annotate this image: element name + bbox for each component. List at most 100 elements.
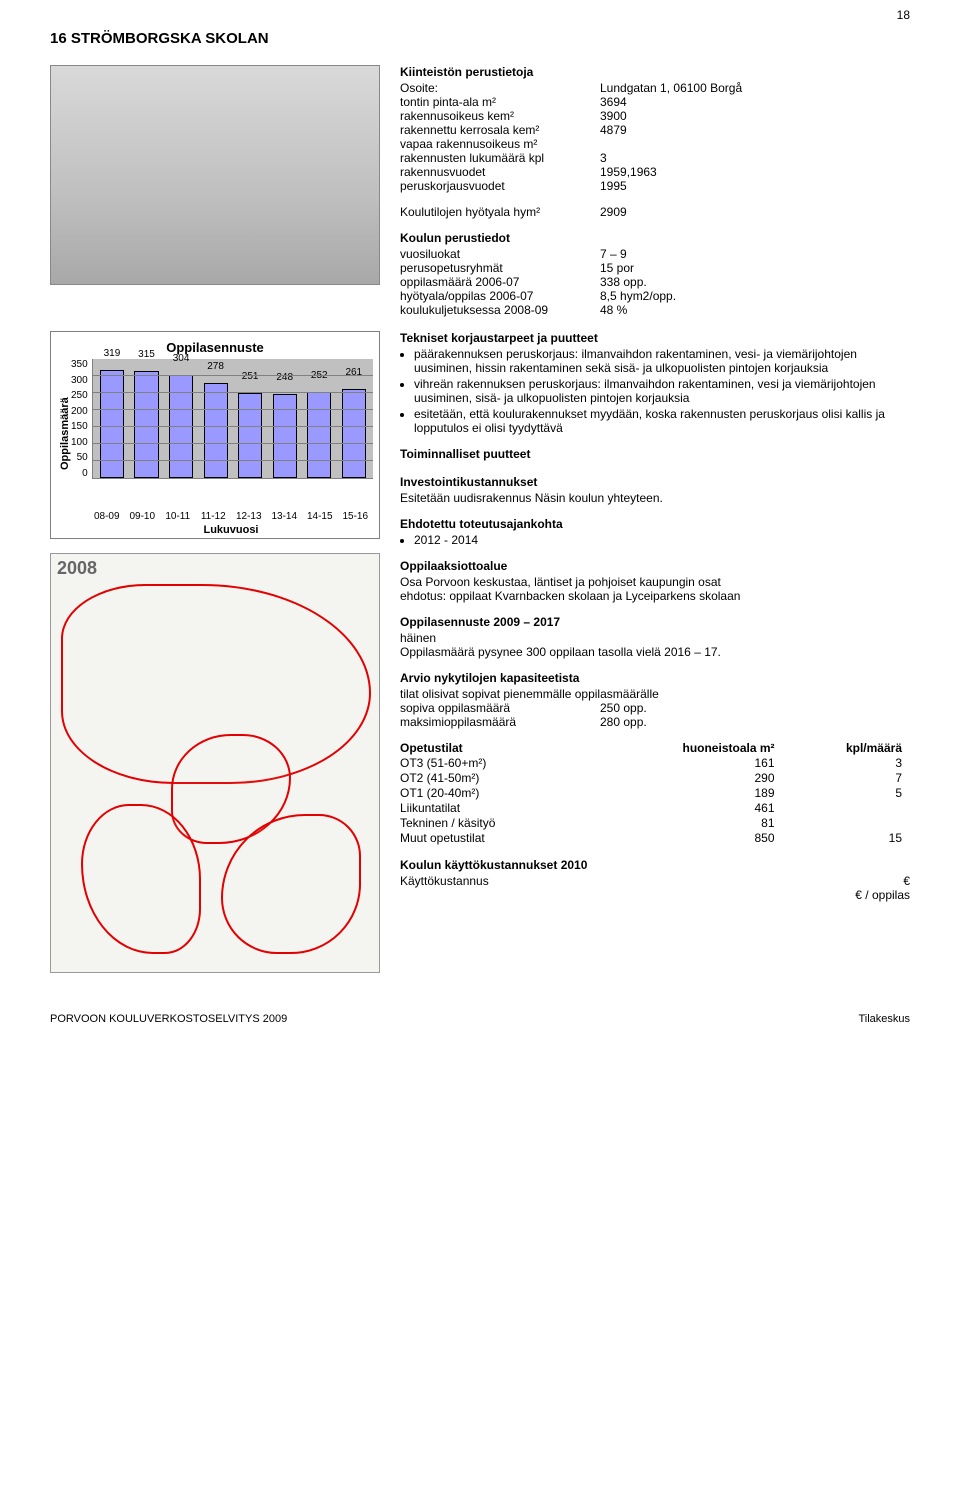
y-tick: 150 <box>71 421 88 432</box>
facility-area: 850 <box>655 831 783 846</box>
map-year: 2008 <box>57 558 97 579</box>
facility-area: 189 <box>655 786 783 801</box>
facilities-row: Tekninen / käsityö81 <box>400 816 910 831</box>
kv-value: 4879 <box>600 123 910 137</box>
footer-right: Tilakeskus <box>858 1013 910 1025</box>
investment-text: Esitetään uudisrakennus Näsin koulun yht… <box>400 491 910 505</box>
page-number: 18 <box>897 8 910 22</box>
map-container: 2008 <box>50 553 380 973</box>
chart-bar <box>342 389 366 478</box>
footer-left: PORVOON KOULUVERKOSTOSELVITYS 2009 <box>50 1013 287 1025</box>
x-tick: 08-09 <box>89 511 125 522</box>
kv-value: 3900 <box>600 109 910 123</box>
kv-label: rakennusvuodet <box>400 165 600 179</box>
bar-value-label: 319 <box>104 348 121 359</box>
chart-bar <box>238 393 262 478</box>
kv-value: 1959,1963 <box>600 165 910 179</box>
kv-label: sopiva oppilasmäärä <box>400 701 600 715</box>
kv-label: koulukuljetuksessa 2008-09 <box>400 303 600 317</box>
x-tick: 13-14 <box>267 511 303 522</box>
timeline-heading: Ehdotettu toteutusajankohta <box>400 517 910 531</box>
facility-area: 290 <box>655 771 783 786</box>
y-tick: 250 <box>71 390 88 401</box>
basic-info-row: vapaa rakennusoikeus m² <box>400 137 910 151</box>
building-photo <box>50 65 380 285</box>
catchment-heading: Oppilaaksiottoalue <box>400 559 910 573</box>
bar-value-label: 278 <box>207 361 224 372</box>
basic-info-row: rakennettu kerrosala kem²4879 <box>400 123 910 137</box>
facilities-row: OT1 (20-40m²)1895 <box>400 786 910 801</box>
costs-heading: Koulun käyttökustannukset 2010 <box>400 858 910 872</box>
technical-item: esitetään, että koulurakennukset myydään… <box>414 407 910 435</box>
facility-count: 15 <box>783 831 911 846</box>
bar-value-label: 251 <box>242 371 259 382</box>
facilities-row: OT3 (51-60+m²)1613 <box>400 756 910 771</box>
facility-name: Muut opetustilat <box>400 831 655 846</box>
y-tick: 0 <box>82 468 88 479</box>
facilities-col2: huoneistoala m² <box>655 741 783 756</box>
facilities-col3: kpl/määrä <box>783 741 911 756</box>
kv-value: 48 % <box>600 303 910 317</box>
forecast-line1: häinen <box>400 631 910 645</box>
capacity-heading: Arvio nykytilojen kapasiteetista <box>400 671 910 685</box>
school-info-row: perusopetusryhmät15 por <box>400 261 910 275</box>
kv-label: tontin pinta-ala m² <box>400 95 600 109</box>
technical-item: vihreän rakennuksen peruskorjaus: ilmanv… <box>414 377 910 405</box>
kv-value <box>600 137 910 151</box>
chart-bar <box>273 394 297 478</box>
y-tick: 200 <box>71 406 88 417</box>
facility-count: 7 <box>783 771 911 786</box>
kv-label: rakennettu kerrosala kem² <box>400 123 600 137</box>
timeline-item: 2012 - 2014 <box>414 533 910 547</box>
school-info-table: vuosiluokat7 – 9perusopetusryhmät15 poro… <box>400 247 910 317</box>
catchment-line2: ehdotus: oppilaat Kvarnbacken skolaan ja… <box>400 589 910 603</box>
bar-value-label: 315 <box>138 349 155 360</box>
catchment-line1: Osa Porvoon keskustaa, läntiset ja pohjo… <box>400 575 910 589</box>
facility-count <box>783 801 911 816</box>
chart-x-label: Lukuvuosi <box>89 524 373 536</box>
facilities-row: Muut opetustilat85015 <box>400 831 910 846</box>
functional-heading: Toiminnalliset puutteet <box>400 447 910 461</box>
kv-label: hyötyala/oppilas 2006-07 <box>400 289 600 303</box>
basic-info-row: tontin pinta-ala m²3694 <box>400 95 910 109</box>
x-tick: 15-16 <box>338 511 374 522</box>
kv-value: 280 opp. <box>600 715 910 729</box>
school-info-row: oppilasmäärä 2006-07338 opp. <box>400 275 910 289</box>
chart-y-label: Oppilasmäärä <box>57 359 71 509</box>
y-tick: 50 <box>77 452 88 463</box>
facility-name: OT1 (20-40m²) <box>400 786 655 801</box>
kv-label: vapaa rakennusoikeus m² <box>400 137 600 151</box>
chart-bar <box>307 392 331 478</box>
capacity-line1: tilat olisivat sopivat pienemmälle oppil… <box>400 687 910 701</box>
chart-x-ticks: 08-0909-1010-1111-1212-1313-1414-1515-16 <box>89 511 373 522</box>
chart-y-axis: 350300250200150100500 <box>71 359 92 479</box>
forecast-line2: Oppilasmäärä pysynee 300 oppilaan tasoll… <box>400 645 910 659</box>
area-value: 2909 <box>600 205 910 219</box>
basic-info-row: Osoite:Lundgatan 1, 06100 Borgå <box>400 81 910 95</box>
facility-area: 161 <box>655 756 783 771</box>
kv-value: 1995 <box>600 179 910 193</box>
capacity-row: maksimioppilasmäärä280 opp. <box>400 715 910 729</box>
y-tick: 300 <box>71 375 88 386</box>
facility-area: 461 <box>655 801 783 816</box>
y-tick: 350 <box>71 359 88 370</box>
kv-label: maksimioppilasmäärä <box>400 715 600 729</box>
timeline-list: 2012 - 2014 <box>400 533 910 547</box>
kv-value: 7 – 9 <box>600 247 910 261</box>
facilities-table: Opetustilat huoneistoala m² kpl/määrä <box>400 741 910 756</box>
kv-value: € <box>600 874 910 888</box>
kv-label: Käyttökustannus <box>400 874 600 888</box>
chart-bar <box>204 383 228 478</box>
basic-info-heading: Kiinteistön perustietoja <box>400 65 910 79</box>
kv-label: Osoite: <box>400 81 600 95</box>
kv-value: 8,5 hym2/opp. <box>600 289 910 303</box>
investment-heading: Investointikustannukset <box>400 475 910 489</box>
basic-info-row: rakennusvuodet1959,1963 <box>400 165 910 179</box>
school-info-row: hyötyala/oppilas 2006-078,5 hym2/opp. <box>400 289 910 303</box>
x-tick: 10-11 <box>160 511 196 522</box>
technical-item: päärakennuksen peruskorjaus: ilmanvaihdo… <box>414 347 910 375</box>
kv-label: oppilasmäärä 2006-07 <box>400 275 600 289</box>
kv-value: 250 opp. <box>600 701 910 715</box>
basic-info-row: peruskorjausvuodet1995 <box>400 179 910 193</box>
kv-label: vuosiluokat <box>400 247 600 261</box>
